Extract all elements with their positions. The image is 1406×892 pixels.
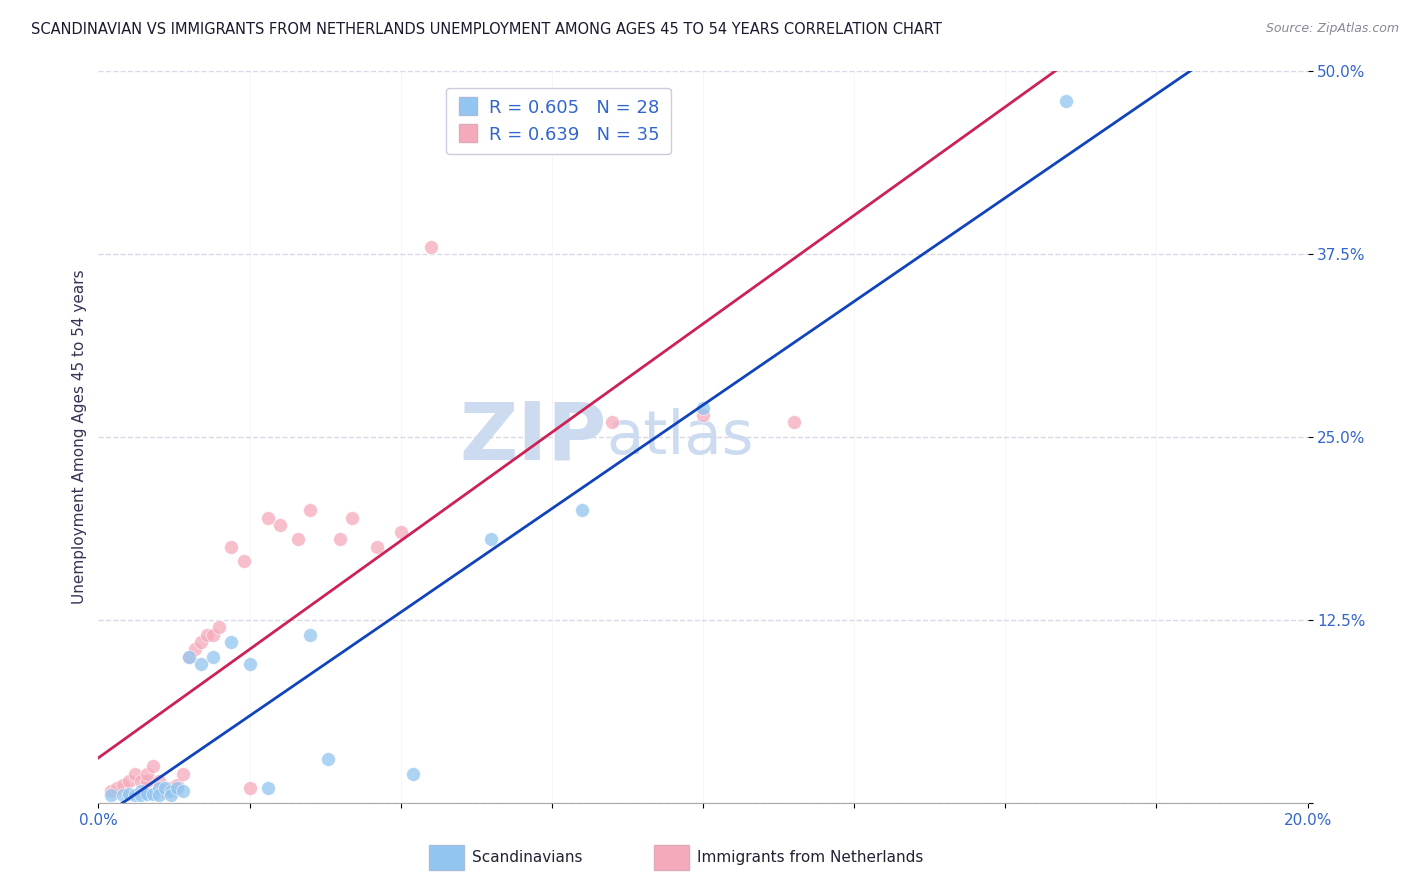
Point — [100, 784, 122, 798]
FancyBboxPatch shape — [654, 846, 689, 871]
Point — [783, 416, 806, 430]
Point — [256, 781, 278, 796]
Point — [239, 657, 262, 671]
Point — [153, 781, 176, 796]
Point — [299, 503, 322, 517]
Point — [366, 540, 388, 554]
Point — [166, 781, 188, 796]
Point — [105, 781, 128, 796]
Text: Immigrants from Netherlands: Immigrants from Netherlands — [697, 850, 924, 865]
Point — [420, 240, 443, 254]
Point — [287, 533, 309, 547]
Point — [148, 789, 170, 803]
Point — [148, 781, 170, 796]
Point — [221, 540, 243, 554]
Point — [1054, 94, 1077, 108]
Point — [118, 773, 141, 788]
Point — [329, 533, 352, 547]
Point — [239, 781, 262, 796]
Point — [111, 789, 134, 803]
Point — [129, 784, 152, 798]
Point — [124, 766, 146, 780]
Point — [135, 773, 157, 788]
Point — [342, 510, 364, 524]
Point — [124, 789, 146, 803]
Point — [316, 752, 339, 766]
Text: atlas: atlas — [606, 408, 754, 467]
Point — [184, 642, 207, 657]
Point — [389, 525, 412, 540]
Point — [129, 789, 152, 803]
Point — [172, 766, 194, 780]
Point — [256, 510, 278, 524]
Point — [111, 778, 134, 792]
Point — [179, 649, 201, 664]
Point — [299, 627, 322, 641]
Point — [202, 627, 225, 641]
Point — [160, 789, 183, 803]
Point — [142, 787, 165, 801]
FancyBboxPatch shape — [429, 846, 464, 871]
Point — [481, 533, 503, 547]
Point — [153, 784, 176, 798]
Point — [232, 554, 254, 568]
Point — [190, 635, 212, 649]
Point — [692, 401, 714, 415]
Point — [118, 787, 141, 801]
Point — [402, 766, 425, 780]
Y-axis label: Unemployment Among Ages 45 to 54 years: Unemployment Among Ages 45 to 54 years — [72, 269, 87, 605]
Point — [100, 789, 122, 803]
Point — [160, 784, 183, 798]
Point — [692, 408, 714, 422]
Point — [190, 657, 212, 671]
Point — [602, 416, 624, 430]
Point — [179, 649, 201, 664]
Text: Source: ZipAtlas.com: Source: ZipAtlas.com — [1265, 22, 1399, 36]
Legend: R = 0.605   N = 28, R = 0.639   N = 35: R = 0.605 N = 28, R = 0.639 N = 35 — [446, 87, 671, 154]
Point — [195, 627, 218, 641]
Point — [148, 773, 170, 788]
Point — [202, 649, 225, 664]
Text: SCANDINAVIAN VS IMMIGRANTS FROM NETHERLANDS UNEMPLOYMENT AMONG AGES 45 TO 54 YEA: SCANDINAVIAN VS IMMIGRANTS FROM NETHERLA… — [31, 22, 942, 37]
Point — [135, 787, 157, 801]
Point — [221, 635, 243, 649]
Text: ZIP: ZIP — [458, 398, 606, 476]
Point — [208, 620, 231, 634]
Text: Scandinavians: Scandinavians — [472, 850, 583, 865]
Point — [571, 503, 593, 517]
Point — [172, 784, 194, 798]
Point — [129, 773, 152, 788]
Point — [135, 766, 157, 780]
Point — [142, 759, 165, 773]
Point — [160, 781, 183, 796]
Point — [269, 517, 291, 532]
Point — [166, 778, 188, 792]
